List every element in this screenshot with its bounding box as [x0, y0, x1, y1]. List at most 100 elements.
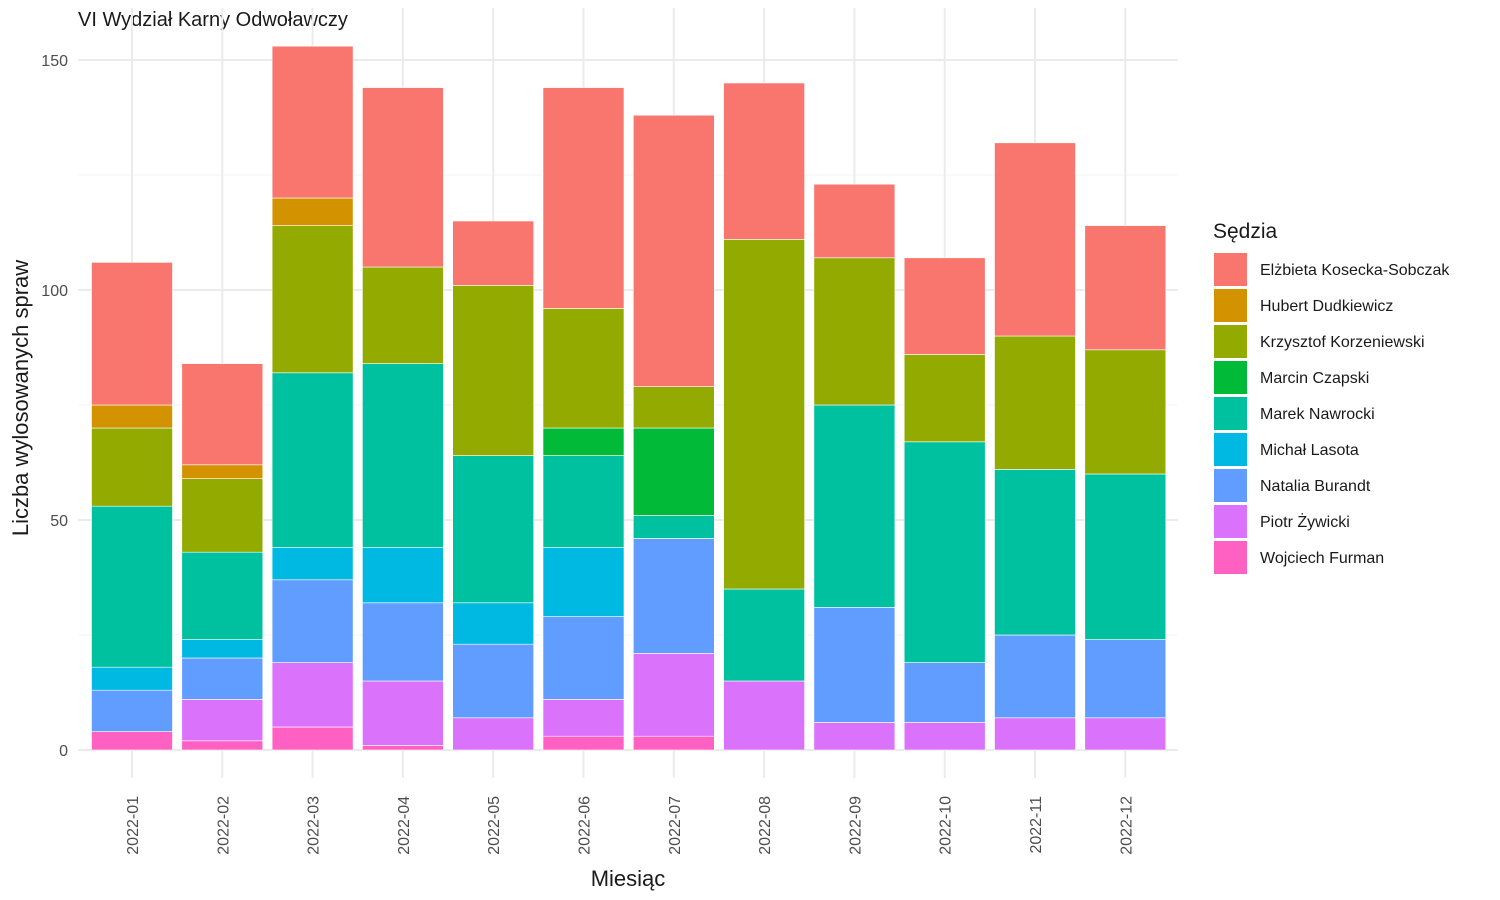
bar-segment: [362, 745, 444, 751]
bar-segment: [91, 262, 173, 406]
bar-segment: [542, 616, 625, 700]
bar-segment: [271, 225, 354, 374]
bar-segment: [91, 689, 173, 732]
x-tick-label: 2022-04: [396, 796, 413, 855]
bar-segment: [542, 699, 625, 737]
legend-label: Elżbieta Kosecka-Sobczak: [1260, 262, 1450, 279]
y-tick-label: 150: [41, 53, 68, 70]
y-axis-ticks: 0 50 100 150: [41, 53, 68, 760]
legend-label: Piotr Żywicki: [1260, 512, 1350, 531]
bar-segment: [181, 639, 264, 659]
bar-segment: [271, 372, 354, 548]
bar-segment: [181, 363, 264, 466]
bar-segment: [91, 505, 173, 668]
bar-segment: [903, 441, 986, 663]
bar-segment: [723, 680, 805, 751]
legend-label: Natalia Burandt: [1260, 478, 1371, 495]
bar-segment: [91, 731, 173, 751]
bar-segment: [632, 114, 715, 387]
bar-segment: [1084, 639, 1167, 719]
bar-segment: [813, 722, 896, 751]
bar-segment: [632, 386, 715, 429]
bar-segment: [271, 726, 354, 751]
x-tick-label: 2022-12: [1118, 796, 1135, 855]
bar-segment: [362, 363, 444, 548]
bar-segment: [723, 82, 805, 240]
bar-segment: [813, 404, 896, 608]
bar-segment: [903, 722, 986, 751]
bar-segment: [994, 142, 1076, 337]
bar-segment: [994, 335, 1076, 470]
bar-segment: [271, 547, 354, 581]
bars: [91, 45, 1167, 751]
x-tick-label: 2022-02: [215, 796, 232, 855]
bar-segment: [542, 455, 625, 548]
legend-label: Hubert Dudkiewicz: [1260, 298, 1393, 315]
legend-title: Sędzia: [1213, 220, 1278, 243]
bar-segment: [181, 478, 264, 553]
bar-segment: [181, 657, 264, 700]
bar-segment: [994, 634, 1076, 719]
x-tick-label: 2022-09: [847, 796, 864, 855]
bar-segment: [362, 87, 444, 268]
bar-segment: [1084, 225, 1167, 351]
bar-segment: [91, 427, 173, 507]
bar-segment: [452, 455, 535, 604]
bar-segment: [542, 547, 625, 617]
bar-segment: [632, 515, 715, 539]
bar-segment: [452, 717, 535, 751]
bar-segment: [452, 285, 535, 456]
y-axis-title: Liczba wylosowanych spraw: [8, 260, 33, 536]
bar-segment: [994, 469, 1076, 636]
bar-segment: [181, 551, 264, 640]
x-tick-label: 2022-01: [125, 796, 142, 855]
bar-segment: [181, 699, 264, 742]
bar-segment: [91, 404, 173, 429]
bar-segment: [1084, 473, 1167, 640]
bar-segment: [271, 579, 354, 663]
bar-segment: [994, 717, 1076, 751]
x-tick-label: 2022-11: [1028, 796, 1045, 854]
x-tick-label: 2022-08: [757, 796, 774, 855]
x-tick-label: 2022-05: [486, 796, 503, 855]
bar-segment: [632, 538, 715, 654]
bar-segment: [542, 87, 625, 309]
bar-segment: [723, 239, 805, 590]
legend-swatch: [1214, 361, 1247, 394]
bar-segment: [362, 547, 444, 604]
legend-swatch: [1214, 325, 1247, 358]
bar-segment: [632, 427, 715, 516]
x-axis-ticks: 2022-01 2022-02 2022-03 2022-04 2022-05 2022-…: [125, 796, 1135, 855]
bar-segment: [452, 602, 535, 645]
legend: Sędzia Elżbieta Kosecka-Sobczak Hubert Du…: [1213, 220, 1450, 574]
legend-swatch: [1214, 253, 1247, 286]
bar-segment: [271, 197, 354, 226]
x-tick-label: 2022-06: [577, 796, 594, 855]
bar-segment: [1084, 349, 1167, 475]
legend-label: Marek Nawrocki: [1260, 406, 1375, 423]
legend-label: Marcin Czapski: [1260, 370, 1369, 387]
bar-segment: [91, 666, 173, 691]
bar-segment: [632, 735, 715, 751]
bar-segment: [903, 662, 986, 723]
y-tick-label: 0: [59, 743, 68, 760]
legend-swatch: [1214, 505, 1247, 538]
legend-swatch: [1214, 541, 1247, 574]
bar-segment: [542, 735, 625, 751]
bar-segment: [542, 308, 625, 429]
bar-segment: [813, 183, 896, 259]
bar-segment: [452, 643, 535, 719]
bar-segment: [271, 662, 354, 728]
bar-segment: [271, 45, 354, 199]
legend-swatch: [1214, 289, 1247, 322]
legend-swatch: [1214, 397, 1247, 430]
bar-segment: [903, 354, 986, 443]
bar-segment: [632, 653, 715, 737]
legend-swatch: [1214, 469, 1247, 502]
bar-segment: [452, 220, 535, 286]
bar-segment: [181, 740, 264, 751]
bar-segment: [723, 588, 805, 682]
bar-segment: [362, 602, 444, 682]
x-axis-title: Miesiąc: [591, 866, 666, 891]
